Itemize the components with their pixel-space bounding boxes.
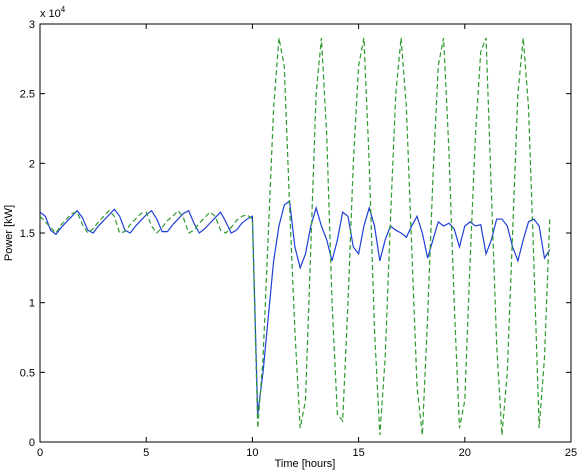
x-tick-label: 5	[143, 447, 149, 459]
x-tick-label: 10	[246, 447, 258, 459]
y-tick-label: 2	[29, 158, 35, 170]
y-axis-label: Power [kW]	[3, 205, 15, 261]
y-tick-label: 0.5	[20, 367, 35, 379]
y-tick-label: 1.5	[20, 228, 35, 240]
y-tick-label: 0	[29, 437, 35, 449]
x-tick-label: 0	[37, 447, 43, 459]
x-tick-label: 25	[565, 447, 577, 459]
y-scale-label: x 104	[40, 5, 66, 20]
y-tick-label: 2.5	[20, 89, 35, 101]
x-axis-label: Time [hours]	[275, 458, 336, 470]
series-line	[39, 37, 551, 436]
plot-area	[39, 23, 572, 443]
series-line	[39, 199, 551, 415]
x-tick-label: 20	[459, 447, 471, 459]
x-tick-label: 15	[352, 447, 364, 459]
y-tick-label: 1	[29, 298, 35, 310]
y-tick-label: 3	[29, 19, 35, 31]
